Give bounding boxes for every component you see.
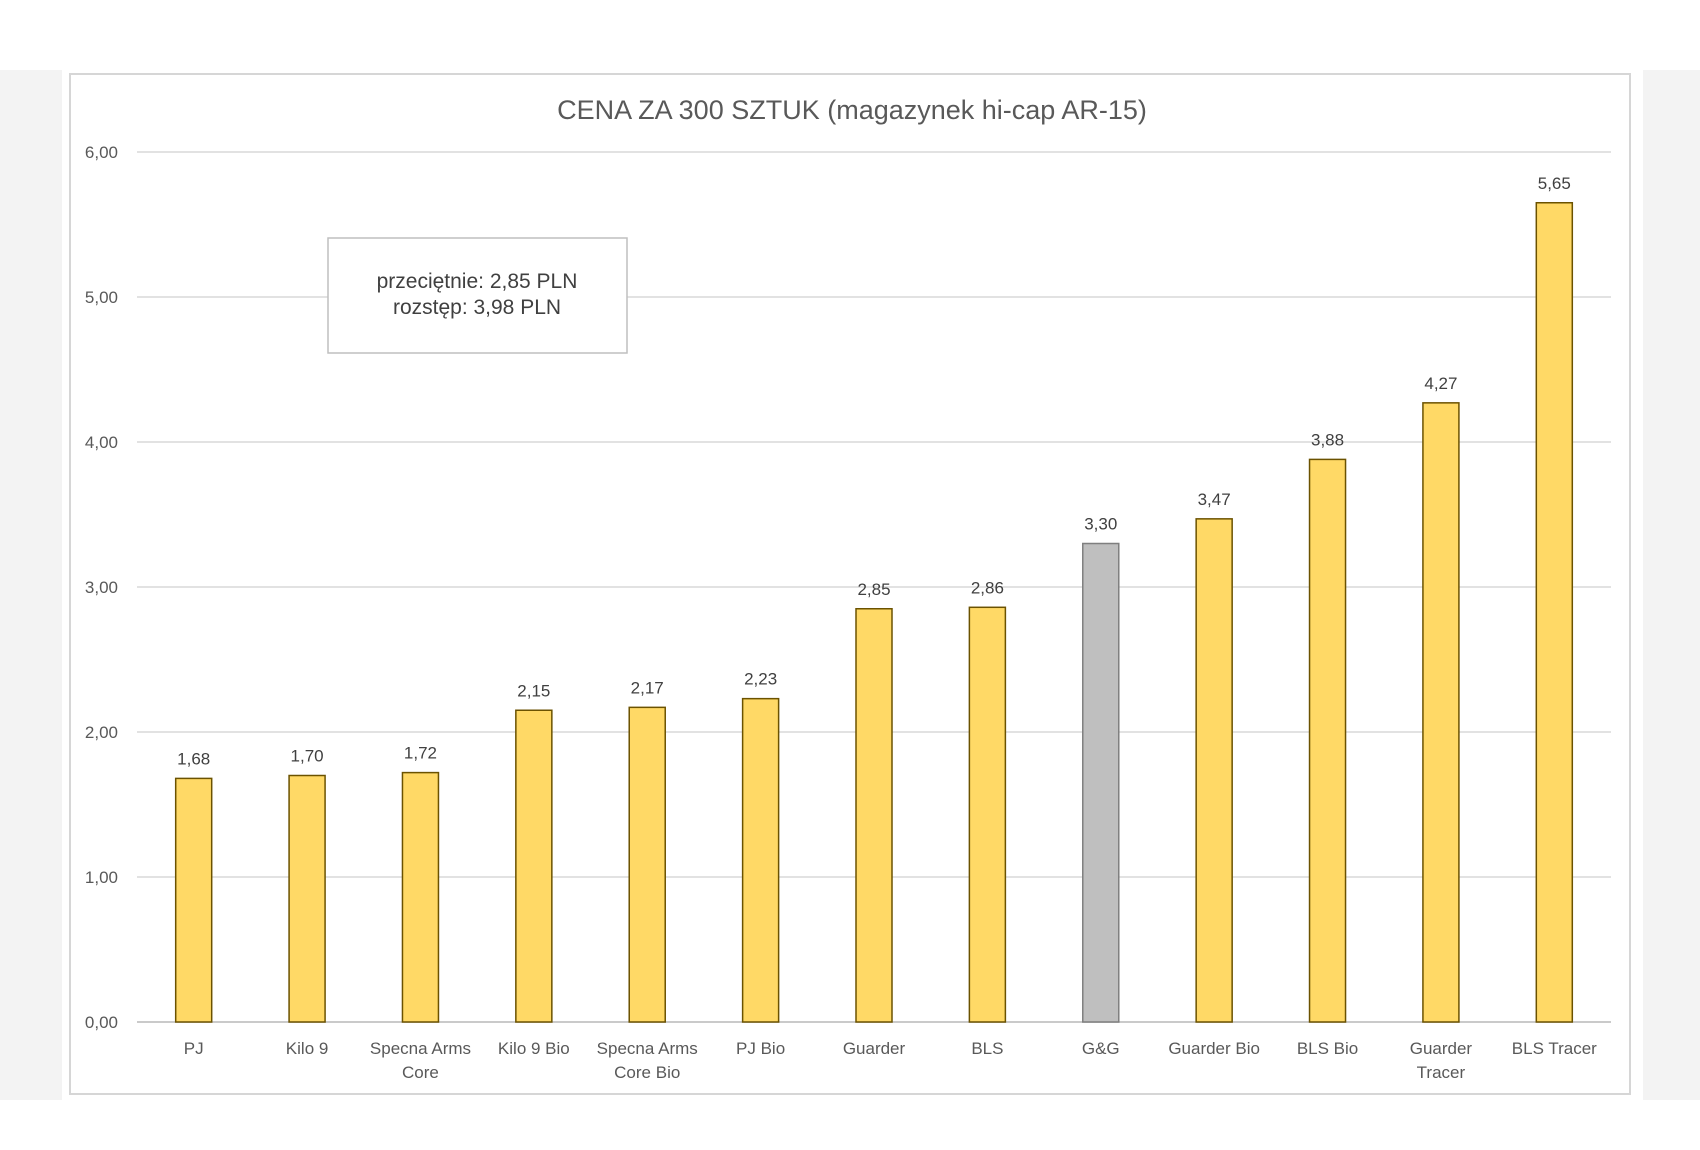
category-label: BLS bbox=[971, 1039, 1003, 1058]
bar bbox=[628, 706, 666, 1023]
bar bbox=[288, 774, 326, 1023]
y-tick-label: 0,00 bbox=[85, 1013, 118, 1032]
category-label: PJ bbox=[184, 1039, 204, 1058]
data-label: 5,65 bbox=[1538, 174, 1571, 193]
data-label: 1,70 bbox=[291, 747, 324, 766]
left-margin-panel bbox=[0, 70, 62, 1100]
data-label: 2,23 bbox=[744, 670, 777, 689]
category-label: Specna Arms Core Bio bbox=[597, 1039, 698, 1082]
bar bbox=[1535, 202, 1574, 1023]
stats-annotation: przeciętnie: 2,85 PLN rozstęp: 3,98 PLN bbox=[327, 237, 628, 354]
bar bbox=[174, 777, 213, 1023]
right-margin-panel bbox=[1643, 70, 1700, 1100]
bar bbox=[1082, 542, 1120, 1023]
bar bbox=[515, 709, 553, 1023]
data-label: 3,47 bbox=[1198, 490, 1231, 509]
y-axis-ticks: 0,00 1,00 2,00 3,00 4,00 5,00 6,00 bbox=[85, 143, 118, 1032]
category-label: Specna Arms Core bbox=[370, 1039, 471, 1082]
y-tick-label: 4,00 bbox=[85, 433, 118, 452]
bar bbox=[741, 697, 780, 1023]
category-label: BLS Tracer bbox=[1512, 1039, 1597, 1058]
data-label: 2,86 bbox=[971, 578, 1004, 597]
category-label: Kilo 9 bbox=[286, 1039, 329, 1058]
category-label: Guarder Tracer bbox=[1410, 1039, 1473, 1082]
x-axis-categories: PJ Kilo 9 Specna Arms Core Kilo 9 Bio Specna … bbox=[184, 1039, 1597, 1082]
bar bbox=[855, 608, 893, 1023]
category-label: Guarder bbox=[843, 1039, 906, 1058]
chart-title: CENA ZA 300 SZTUK (magazynek hi-cap AR-1… bbox=[557, 95, 1147, 125]
bars bbox=[174, 202, 1574, 1023]
data-label: 2,15 bbox=[517, 681, 550, 700]
bar bbox=[968, 606, 1007, 1023]
stats-range: rozstęp: 3,98 PLN bbox=[393, 296, 561, 319]
category-label: PJ Bio bbox=[736, 1039, 785, 1058]
bar bbox=[1422, 402, 1460, 1023]
data-labels: 1,68 1,70 1,72 2,15 2,17 2,23 2,85 2,86 3,30 3,47… bbox=[177, 174, 1571, 769]
category-label: Kilo 9 Bio bbox=[498, 1039, 570, 1058]
y-tick-label: 5,00 bbox=[85, 288, 118, 307]
data-label: 2,85 bbox=[857, 580, 890, 599]
y-tick-label: 1,00 bbox=[85, 868, 118, 887]
category-label: G&G bbox=[1082, 1039, 1120, 1058]
data-label: 2,17 bbox=[631, 678, 664, 697]
stats-annotation-box bbox=[327, 237, 628, 354]
bar bbox=[401, 771, 440, 1023]
data-label: 3,30 bbox=[1084, 515, 1117, 534]
stats-average: przeciętnie: 2,85 PLN bbox=[377, 270, 578, 293]
data-label: 1,68 bbox=[177, 749, 210, 768]
bar bbox=[1308, 458, 1347, 1023]
bar bbox=[1195, 518, 1233, 1023]
y-tick-label: 6,00 bbox=[85, 143, 118, 162]
category-label: BLS Bio bbox=[1297, 1039, 1358, 1058]
data-label: 4,27 bbox=[1424, 374, 1457, 393]
y-tick-label: 2,00 bbox=[85, 723, 118, 742]
data-label: 3,88 bbox=[1311, 430, 1344, 449]
data-label: 1,72 bbox=[404, 744, 437, 763]
category-label: Guarder Bio bbox=[1168, 1039, 1260, 1058]
y-tick-label: 3,00 bbox=[85, 578, 118, 597]
